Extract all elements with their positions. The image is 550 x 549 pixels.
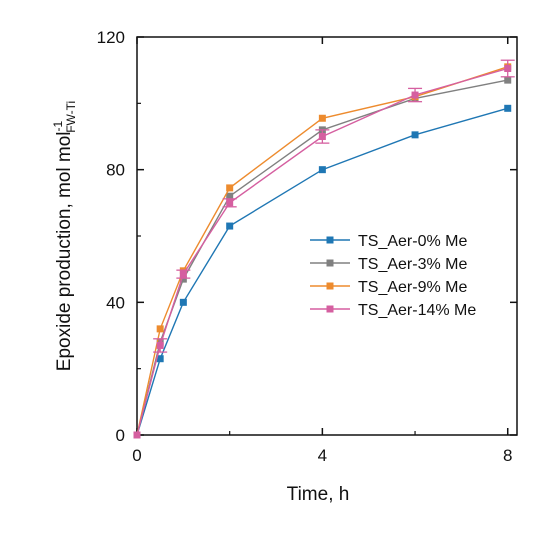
y-axis-title: Epoxide production, mol mol-1FW-Ti — [51, 101, 78, 371]
data-point — [179, 270, 187, 278]
data-point — [318, 166, 326, 174]
legend-item: TS_Aer-3% Me — [310, 256, 467, 273]
legend-label: TS_Aer-3% Me — [358, 256, 467, 273]
data-point — [504, 104, 512, 112]
series-4 — [133, 59, 515, 439]
data-point — [318, 114, 326, 122]
data-point — [156, 355, 164, 363]
data-point — [318, 133, 326, 140]
legend-label: TS_Aer-9% Me — [358, 279, 467, 296]
axis-labels: Time, h Epoxide production, mol mol-1FW-… — [51, 101, 349, 505]
legend-swatch-marker — [326, 236, 334, 244]
x-axis-title: Time, h — [287, 484, 350, 505]
data-point — [504, 65, 512, 73]
x-tick-label: 8 — [503, 446, 512, 465]
legend-swatch-marker — [326, 305, 334, 313]
legend-swatch-marker — [326, 282, 334, 290]
data-point — [179, 275, 187, 283]
data-point — [411, 131, 419, 139]
y-tick-label: 0 — [116, 426, 125, 445]
data-point — [226, 222, 234, 230]
data-point — [226, 184, 234, 192]
legend-label: TS_Aer-0% Me — [358, 233, 467, 250]
series-3 — [133, 63, 512, 439]
data-point — [411, 91, 419, 99]
legend-item: TS_Aer-0% Me — [310, 233, 467, 250]
x-tick-label: 0 — [132, 446, 141, 465]
legend-item: TS_Aer-9% Me — [310, 279, 467, 296]
y-tick-label: 80 — [106, 161, 125, 180]
y-axis-title-main: Epoxide production, mol mol — [54, 131, 75, 371]
y-axis-title-subscript: FW-Ti — [64, 101, 78, 133]
x-tick-label: 4 — [318, 446, 327, 465]
data-point — [226, 199, 234, 207]
data-point — [156, 341, 164, 349]
y-tick-label: 120 — [97, 28, 125, 47]
legend-swatch-marker — [326, 259, 334, 267]
data-point — [133, 431, 141, 439]
legend: TS_Aer-0% Me TS_Aer-3% Me TS_Aer-9% Me TS_A… — [310, 233, 476, 319]
data-point — [504, 76, 512, 84]
series-layer — [133, 59, 515, 439]
y-tick-label: 40 — [106, 293, 125, 312]
y-axis-title-superscript: -1 — [51, 120, 65, 131]
series-line — [136, 66, 508, 436]
data-point — [156, 325, 164, 333]
data-point — [179, 298, 187, 306]
legend-item: TS_Aer-14% Me — [310, 302, 476, 319]
data-point — [226, 192, 234, 200]
series-1 — [133, 104, 512, 439]
legend-label: TS_Aer-14% Me — [358, 302, 476, 319]
